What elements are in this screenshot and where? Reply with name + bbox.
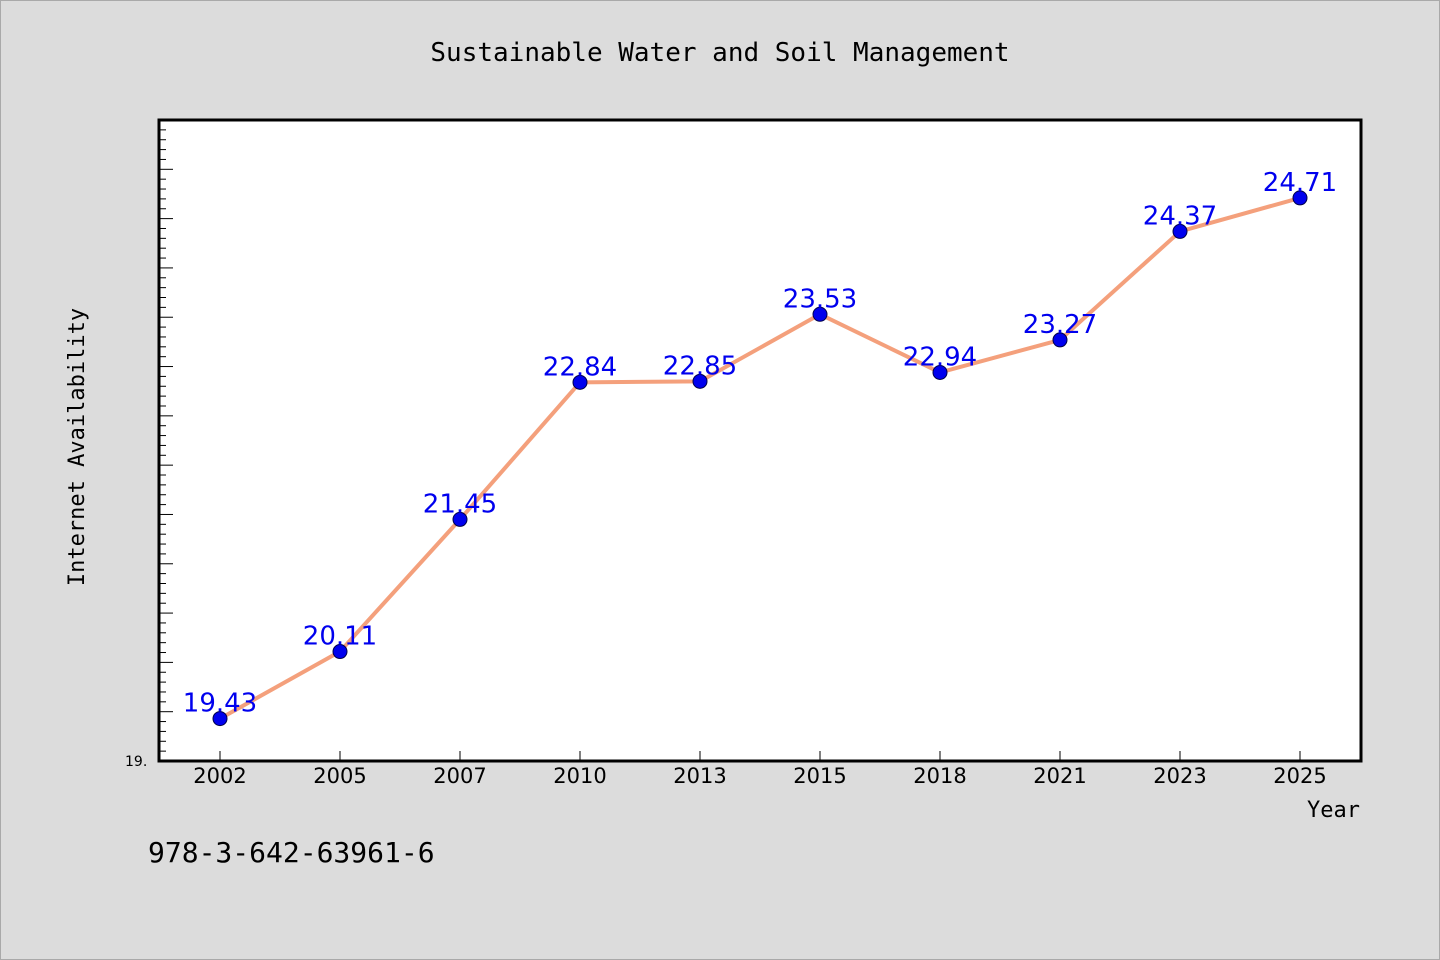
y-axis-ticks (159, 119, 173, 762)
data-point (1292, 190, 1308, 206)
x-tick-label: 2025 (1273, 764, 1326, 788)
data-label: 22.84 (543, 352, 617, 382)
x-tick-label: 2005 (313, 764, 366, 788)
data-point (452, 511, 468, 527)
x-tick-label: 2023 (1153, 764, 1206, 788)
x-tick-label: 2010 (553, 764, 606, 788)
x-tick-label: 2013 (673, 764, 726, 788)
chart-title: Sustainable Water and Soil Management (430, 38, 1009, 68)
data-label: 23.53 (783, 284, 857, 314)
data-point (332, 644, 348, 660)
data-point (932, 364, 948, 380)
data-point (212, 711, 228, 727)
plot-area (157, 118, 1363, 763)
x-tick-label: 2015 (793, 764, 846, 788)
data-point (1172, 223, 1188, 239)
data-label: 19.43 (183, 689, 257, 719)
data-point (692, 373, 708, 389)
data-label: 20.11 (303, 622, 377, 652)
y-tick-label: 19. (125, 754, 147, 770)
data-label: 22.94 (903, 342, 977, 372)
data-point (1052, 332, 1068, 348)
isbn-text: 978-3-642-63961-6 (148, 836, 435, 869)
x-tick-label: 2021 (1033, 764, 1086, 788)
x-tick-label: 2007 (433, 764, 486, 788)
data-label: 21.45 (423, 489, 497, 519)
data-point (812, 306, 828, 322)
data-label: 24.37 (1143, 201, 1217, 231)
series-markers (212, 190, 1308, 727)
series-line (219, 195, 1301, 721)
data-label: 23.27 (1023, 310, 1097, 340)
x-tick-label: 2002 (193, 764, 246, 788)
data-labels: 19.43 20.11 21.45 22.84 22.85 23.53 22.94 23.27… (183, 168, 1337, 719)
data-point (572, 374, 588, 390)
data-label: 22.85 (663, 351, 737, 381)
data-label: 24.71 (1263, 168, 1337, 198)
x-axis-ticks: 2002 2005 2007 2010 2013 2015 2018 2021 2023 2025 (193, 751, 1327, 788)
x-tick-label: 2018 (913, 764, 966, 788)
y-axis-label: Internet Availability (65, 308, 90, 586)
x-axis-label: Year (1307, 798, 1360, 823)
